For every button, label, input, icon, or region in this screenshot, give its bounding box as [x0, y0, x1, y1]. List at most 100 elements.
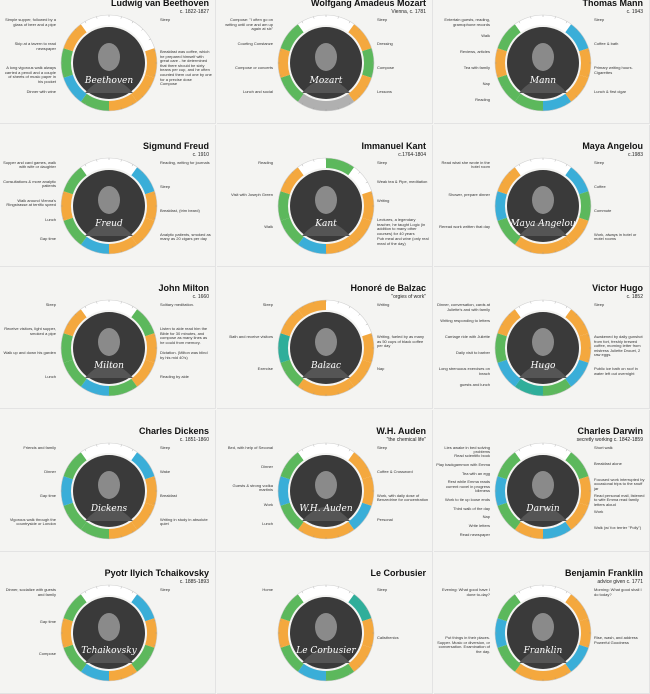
activity-segment-work [348, 24, 372, 52]
activity-annotation: Work to tie up loose ends [444, 496, 490, 502]
activity-segment-exercise [514, 378, 543, 396]
activity-segment-work [145, 618, 157, 648]
hour-tick [501, 370, 504, 373]
hour-tick [530, 534, 532, 537]
activity-segment-leisure [280, 594, 304, 622]
activity-segment-sleep [109, 585, 138, 603]
hour-tick [565, 306, 568, 309]
hour-tick [587, 217, 590, 219]
activity-annotation: Skip at a tavern to read newspaper [14, 41, 56, 51]
hour-tick [131, 448, 134, 451]
activity-annotation: Breakfast, (trim beard) [160, 207, 200, 213]
activity-segment-sleep [109, 15, 138, 33]
hour-tick [313, 301, 315, 304]
activity-segment-exercise [348, 594, 372, 622]
activity-annotation: Shower, prepare dinner [448, 191, 490, 197]
activity-annotation: Guests & strong vodka martinis [232, 482, 273, 493]
hour-tick [508, 313, 511, 316]
activity-segment-sleep [348, 166, 372, 194]
activity-annotation: Writing [377, 302, 390, 307]
person-name: Charles Dickens [138, 425, 209, 436]
hour-tick [291, 313, 294, 316]
hour-tick [575, 28, 578, 31]
portrait-head [98, 43, 120, 71]
activity-segment-leisure [61, 48, 73, 78]
hour-tick [74, 28, 77, 31]
hour-tick [358, 28, 361, 31]
activity-annotation: Friends and family [23, 444, 56, 450]
activity-annotation: Sleep [377, 17, 388, 22]
hour-tick [301, 306, 304, 309]
hour-tick [284, 85, 287, 88]
activity-segment-food [348, 502, 372, 530]
hour-tick [153, 502, 156, 504]
activity-segment-food [495, 190, 507, 221]
hour-tick [120, 534, 122, 537]
hour-tick [84, 163, 87, 166]
hour-tick [301, 530, 304, 533]
portrait-head [98, 328, 120, 356]
person-name: Maya Angelou [582, 140, 643, 151]
hour-tick [530, 444, 532, 447]
hour-tick [518, 448, 521, 451]
activity-segment-sleep [543, 300, 572, 318]
activity-annotation: Reading [475, 97, 490, 102]
hour-tick [501, 608, 504, 611]
activity-segment-work [63, 24, 87, 52]
hour-tick [74, 456, 77, 459]
hour-tick [582, 608, 585, 611]
activity-segment-leisure [280, 24, 304, 52]
hour-tick [530, 159, 532, 162]
activity-annotation: Primary writing hours. Cigarettes [594, 65, 633, 75]
hour-tick [120, 444, 122, 447]
signature: Hugo [530, 361, 556, 371]
activity-segment-work [495, 48, 507, 78]
activity-annotation: Read what she wrote in the hotel room [441, 159, 490, 170]
hour-tick [141, 380, 144, 383]
hour-tick [508, 456, 511, 459]
activity-segment-work [278, 48, 290, 78]
activity-annotation: Dinner [261, 463, 273, 469]
signature: Mann [529, 76, 556, 86]
activity-segment-food [543, 93, 572, 111]
hour-tick [587, 477, 590, 479]
portrait-head [315, 613, 337, 641]
person-name: John Milton [158, 283, 210, 293]
hour-tick [96, 249, 98, 252]
hour-tick [62, 192, 65, 194]
hour-tick [301, 102, 304, 105]
hour-tick [301, 245, 304, 248]
hour-tick [587, 335, 590, 337]
activity-segment-work [61, 190, 73, 221]
routine-card-angelou: Maya Angelou c.1983 Maya Angelou Read what … [434, 124, 650, 267]
hour-tick [313, 586, 315, 589]
activity-segment-work [565, 74, 589, 102]
activity-segment-work [326, 236, 355, 254]
activity-segment-work [348, 217, 372, 245]
activity-segment-sleep [80, 585, 109, 603]
hour-tick [565, 448, 568, 451]
hour-tick [301, 21, 304, 24]
activity-annotation: Nap [377, 366, 385, 371]
activity-annotation: Focused work interrupted by occasional t… [594, 476, 645, 491]
activity-annotation: Lunch & first cigar [594, 89, 627, 94]
hour-tick [62, 74, 65, 76]
hour-tick [284, 466, 287, 468]
activity-segment-sleep [297, 442, 326, 460]
activity-annotation: Dinner with wine [26, 89, 56, 94]
activity-annotation: Tea with an egg [461, 470, 490, 476]
hour-tick [501, 85, 504, 88]
activity-annotation: Long strenuous exercises on beach [438, 366, 490, 376]
activity-segment-food [565, 359, 589, 387]
routine-card-franklin: Benjamin Franklin advice given c. 1771 Fra… [434, 552, 650, 694]
hour-tick [153, 477, 156, 479]
hour-tick [496, 620, 499, 622]
hour-tick [279, 620, 282, 622]
activity-annotation: Evening: What good have I done to-day? [441, 587, 490, 597]
activity-annotation: Reviews, articles [459, 49, 490, 54]
hour-tick [74, 598, 77, 601]
signature: Freud [94, 219, 123, 229]
activity-annotation: Awakened by daily gunshot from fort, fre… [594, 334, 643, 358]
hour-tick [530, 249, 532, 252]
hour-tick [501, 38, 504, 41]
